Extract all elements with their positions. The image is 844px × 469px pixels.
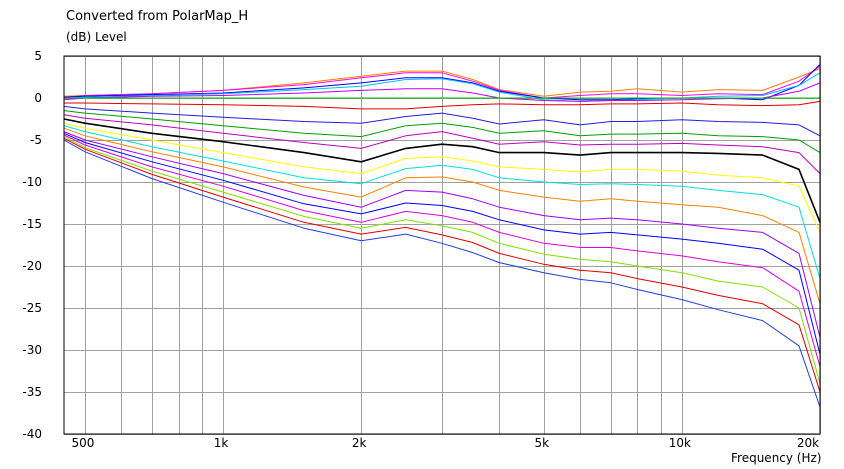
series-line-12 [63, 122, 821, 233]
series-line-14 [63, 127, 821, 304]
series-line-11 [63, 118, 821, 223]
y-tick-label: -5 [30, 133, 42, 147]
ticks: 5 0 -5 -10 -15 -20 -25 -30 -35 -40 500 1k 2k 5k 10k 20k [22, 49, 819, 450]
series-group [63, 64, 821, 408]
x-axis-label: Frequency (Hz) [731, 451, 822, 465]
y-tick-label: 5 [34, 49, 42, 63]
series-line-4 [63, 72, 821, 102]
series-line-20 [63, 139, 821, 408]
series-line-7 [64, 100, 821, 110]
y-tick-label: -35 [22, 385, 42, 399]
y-tick-label: -10 [22, 175, 42, 189]
series-line-19 [63, 137, 821, 393]
x-tick-label: 1k [214, 436, 229, 450]
series-line-8 [63, 105, 821, 137]
series-line-18 [63, 136, 821, 384]
plot-frame [63, 55, 821, 435]
series-line-13 [63, 125, 821, 279]
chart-title: Converted from PolarMap_H [66, 9, 249, 24]
series-line-2 [63, 65, 821, 99]
y-tick-label: -15 [22, 217, 42, 231]
y-tick-label: -20 [22, 259, 42, 273]
x-tick-label: 20k [797, 436, 819, 450]
x-tick-label: 10k [669, 436, 691, 450]
y-tick-label: -25 [22, 301, 42, 315]
series-line-17 [63, 134, 821, 367]
x-tick-label: 500 [72, 436, 95, 450]
series-line-9 [63, 110, 821, 154]
x-tick-label: 5k [534, 436, 549, 450]
y-axis-label: (dB) Level [66, 30, 127, 44]
y-tick-label: -40 [22, 427, 42, 441]
series-line-10 [63, 114, 821, 174]
series-line-15 [63, 131, 821, 338]
series-line-16 [63, 132, 821, 355]
y-tick-label: -30 [22, 343, 42, 357]
y-tick-label: 0 [34, 91, 42, 105]
x-tick-label: 2k [352, 436, 367, 450]
